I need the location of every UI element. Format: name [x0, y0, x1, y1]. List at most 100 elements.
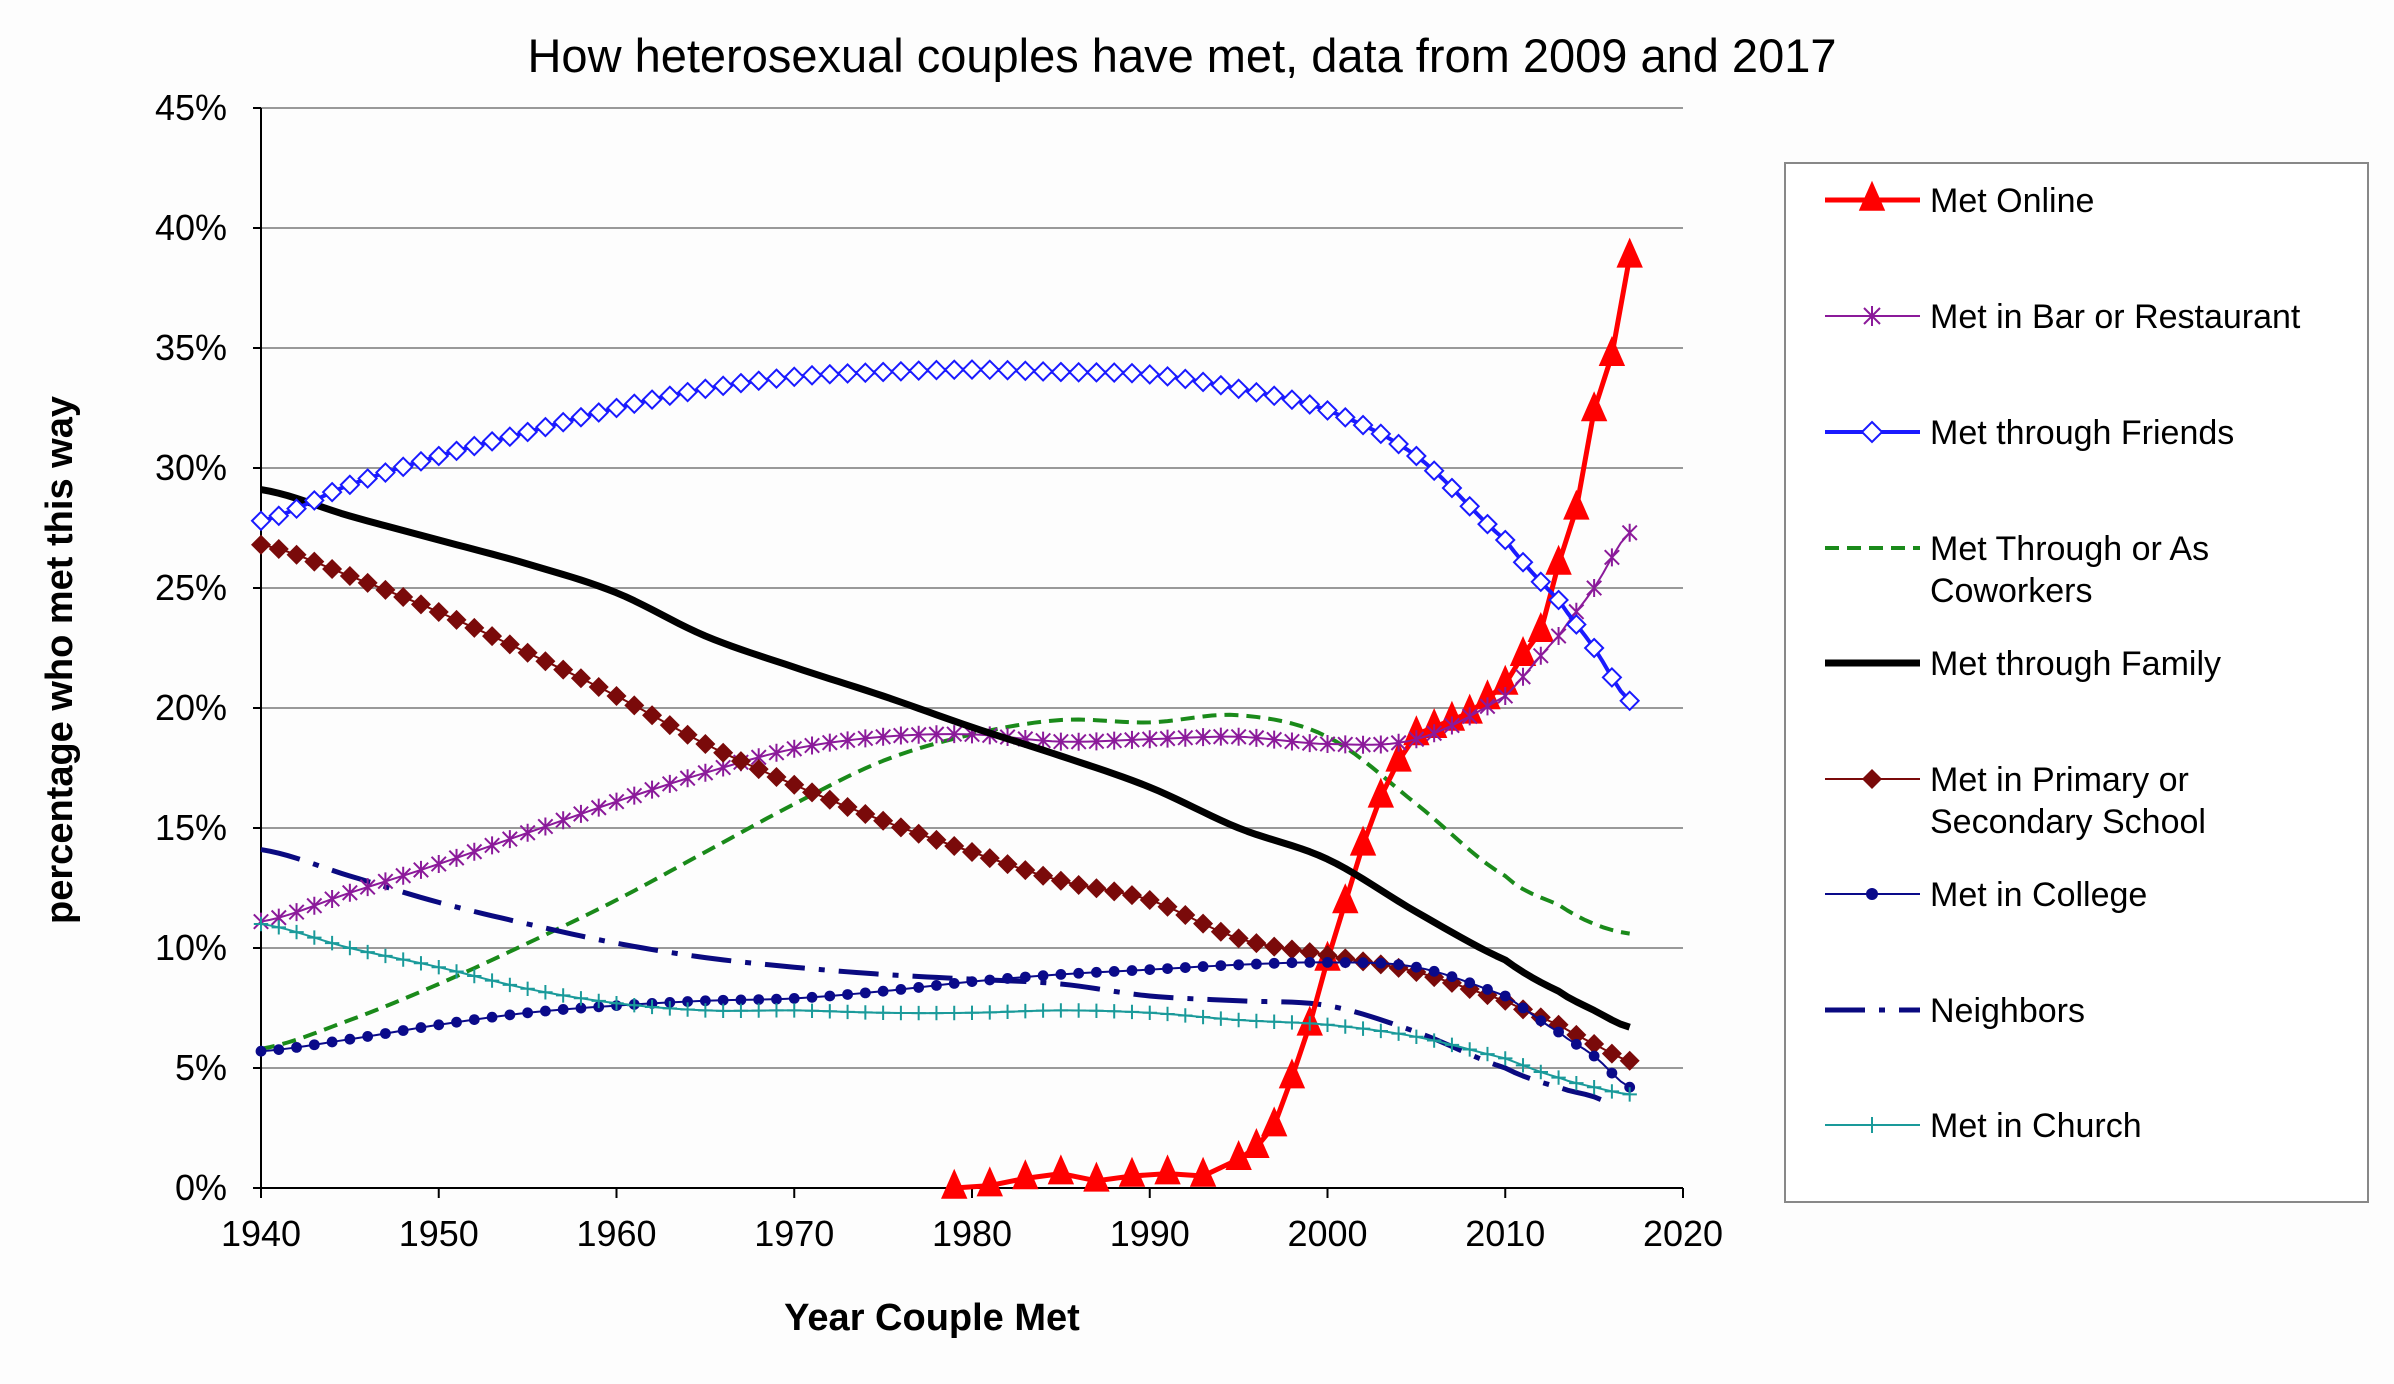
plus-marker: [1160, 1006, 1175, 1022]
triangle-marker: [1154, 1154, 1181, 1185]
x-tick-label: 1950: [399, 1213, 479, 1254]
open-diamond-marker: [748, 370, 770, 392]
diamond-marker: [819, 789, 840, 810]
open-diamond-marker: [908, 360, 930, 382]
open-diamond-marker: [1530, 571, 1552, 593]
open-diamond-marker: [854, 362, 876, 384]
dot-marker: [1606, 1067, 1618, 1079]
plus-marker: [662, 1001, 678, 1016]
triangle-marker: [1260, 1106, 1288, 1137]
series-group: [250, 237, 1643, 1199]
dot-marker: [415, 1022, 427, 1033]
triangle-marker: [1243, 1128, 1270, 1158]
plus-marker: [1266, 1014, 1282, 1029]
series-met-through-friends: [250, 359, 1641, 712]
series-met-through-or-as-coworkers: [260, 712, 1631, 1051]
dot-marker: [1268, 957, 1280, 969]
plus-marker: [1515, 1058, 1531, 1073]
triangle-marker: [1118, 1156, 1146, 1187]
star-marker: [644, 780, 660, 799]
diamond-marker: [837, 796, 858, 817]
diamond-marker: [304, 551, 325, 572]
open-diamond-marker: [481, 430, 503, 452]
open-diamond-marker: [570, 406, 592, 428]
star-marker: [501, 830, 518, 849]
open-diamond-marker: [677, 381, 699, 403]
star-marker: [324, 890, 341, 909]
plus-marker: [1391, 1026, 1406, 1041]
plus-marker: [964, 1005, 980, 1020]
x-tick-label: 1970: [754, 1213, 834, 1254]
y-tick-label: 15%: [155, 807, 227, 848]
star-marker: [1497, 687, 1514, 705]
open-diamond-marker: [641, 389, 663, 411]
dot-marker: [1126, 965, 1138, 976]
diamond-marker: [535, 651, 556, 672]
diamond-marker: [322, 558, 343, 579]
star-marker: [1301, 734, 1318, 753]
open-diamond-marker: [588, 402, 610, 423]
open-diamond-marker: [783, 366, 805, 388]
plus-marker: [1604, 1084, 1620, 1099]
dot-marker: [433, 1019, 445, 1031]
plus-marker: [769, 1003, 784, 1018]
dot-marker: [1410, 961, 1422, 973]
diamond-marker: [944, 835, 965, 856]
plus-marker: [520, 981, 535, 996]
plus-marker: [1409, 1029, 1424, 1044]
plus-marker: [627, 998, 642, 1013]
open-diamond-marker: [1860, 420, 1884, 444]
dot-marker: [1535, 1015, 1547, 1027]
plus-marker: [644, 999, 660, 1015]
diamond-marker: [802, 782, 823, 803]
star-marker: [1444, 716, 1460, 735]
triangle-marker: [1349, 825, 1377, 856]
x-tick-label: 1940: [221, 1213, 301, 1254]
plus-marker: [1000, 1004, 1015, 1019]
plus-marker: [449, 964, 464, 979]
open-diamond-marker: [268, 505, 290, 527]
open-diamond-marker: [766, 368, 787, 390]
open-diamond-marker: [961, 359, 983, 381]
dot-marker: [291, 1041, 302, 1053]
open-diamond-marker: [1405, 445, 1427, 467]
star-marker: [1461, 707, 1478, 726]
dot-marker: [273, 1044, 285, 1056]
legend-label: Met in Church: [1930, 1107, 2142, 1145]
plus-marker: [502, 977, 518, 993]
diamond-marker: [606, 686, 627, 706]
diamond-marker: [339, 566, 360, 586]
dot-marker: [1162, 963, 1173, 975]
plus-marker: [555, 988, 571, 1003]
star-marker: [910, 725, 927, 744]
open-diamond-marker: [446, 440, 467, 462]
triangle-marker: [1367, 777, 1395, 808]
open-diamond-marker: [712, 375, 734, 397]
diamond-marker: [855, 803, 876, 824]
triangle-marker: [1580, 391, 1608, 422]
plus-marker: [289, 924, 304, 940]
dot-marker: [557, 1004, 569, 1015]
legend-item: Met through Family: [1825, 645, 2221, 683]
dot-marker: [1286, 957, 1298, 969]
dot-marker: [699, 995, 711, 1007]
plus-marker: [804, 1003, 820, 1018]
dot-marker: [913, 982, 925, 993]
dot-marker: [575, 1002, 587, 1014]
x-tick-label: 2020: [1643, 1213, 1723, 1254]
star-marker: [608, 792, 625, 811]
open-diamond-marker: [1174, 368, 1196, 390]
star-marker: [1052, 732, 1069, 751]
triangle-marker: [1385, 741, 1412, 772]
dot-marker: [522, 1007, 534, 1019]
open-diamond-marker: [1334, 406, 1356, 428]
open-diamond-marker: [997, 359, 1018, 381]
open-diamond-marker: [499, 426, 521, 448]
y-tick-label: 10%: [155, 927, 227, 968]
triangle-marker: [1858, 180, 1886, 211]
open-diamond-marker: [1245, 381, 1267, 403]
open-diamond-marker: [250, 510, 272, 532]
plus-marker: [1864, 1117, 1880, 1133]
open-diamond-marker: [1157, 365, 1178, 387]
open-diamond-marker: [1494, 529, 1516, 551]
